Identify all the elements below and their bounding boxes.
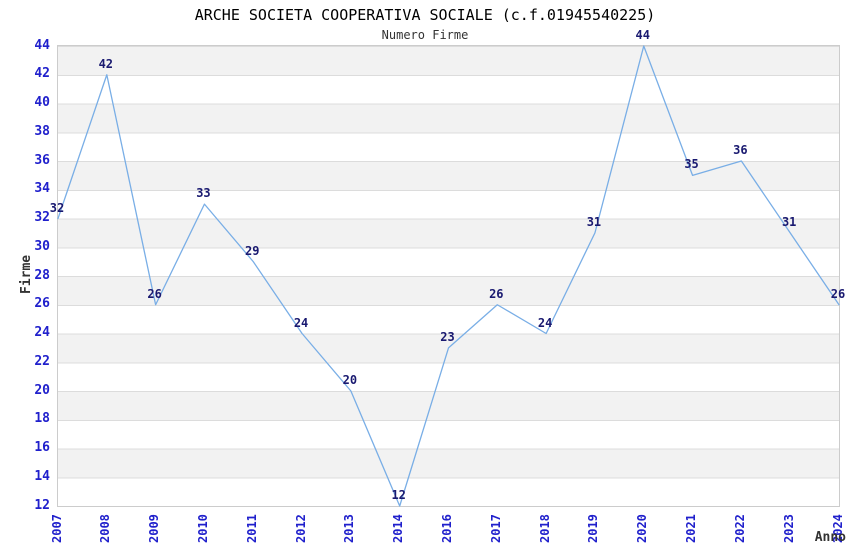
x-tick-label: 2017 <box>488 514 503 543</box>
point-label: 42 <box>98 56 114 71</box>
y-tick-label: 30 <box>34 238 50 254</box>
x-tick-label: 2018 <box>537 514 552 543</box>
x-tick-label: 2022 <box>732 514 747 543</box>
y-tick-label: 22 <box>34 353 50 369</box>
point-label: 31 <box>586 214 602 229</box>
x-tick-label: 2007 <box>49 514 64 543</box>
point-label: 29 <box>245 243 260 258</box>
y-tick-label: 14 <box>34 468 50 484</box>
x-tick-label: 2010 <box>195 514 210 543</box>
point-label: 44 <box>635 28 650 42</box>
chart-subtitle: Numero Firme <box>381 28 469 42</box>
x-tick-label: 2008 <box>98 514 113 543</box>
point-label: 32 <box>49 200 65 215</box>
x-tick-label: 2014 <box>391 514 406 543</box>
point-label: 36 <box>733 143 748 157</box>
chart-title: ARCHE SOCIETA COOPERATIVA SOCIALE (c.f.0… <box>194 6 656 24</box>
x-tick-label: 2016 <box>440 514 454 543</box>
point-label: 26 <box>147 286 162 301</box>
y-tick-label: 26 <box>34 296 50 312</box>
y-tick-label: 32 <box>34 210 50 225</box>
line-series-svg <box>57 45 840 507</box>
x-tick-label: 2013 <box>342 514 357 543</box>
x-tick-label: 2012 <box>293 514 308 543</box>
y-tick-label: 38 <box>34 123 50 139</box>
point-label: 12 <box>391 488 406 502</box>
y-tick-label: 40 <box>34 95 50 110</box>
y-tick-label: 12 <box>34 497 50 513</box>
y-tick-label: 36 <box>34 152 50 168</box>
point-label: 20 <box>342 373 358 387</box>
point-label: 31 <box>781 214 797 229</box>
x-tick-label: 2019 <box>586 514 601 543</box>
point-label: 35 <box>684 157 699 172</box>
x-axis-label: Anno <box>814 530 846 545</box>
point-label: 26 <box>489 286 504 301</box>
point-label: 33 <box>196 186 211 201</box>
y-tick-label: 34 <box>34 181 50 197</box>
point-label: 24 <box>537 315 553 330</box>
x-tick-label: 2021 <box>684 514 699 543</box>
point-label: 23 <box>440 329 455 344</box>
y-tick-label: 16 <box>34 440 50 455</box>
y-tick-label: 42 <box>34 66 50 82</box>
x-tick-label: 2009 <box>147 514 162 543</box>
y-tick-label: 20 <box>34 382 50 398</box>
y-tick-label: 18 <box>34 411 50 427</box>
y-tick-label: 28 <box>34 267 50 283</box>
x-tick-label: 2011 <box>244 514 259 543</box>
point-label: 26 <box>830 286 846 301</box>
point-label: 24 <box>293 315 309 330</box>
series-line <box>57 45 840 507</box>
plot-area <box>57 45 840 507</box>
x-tick-label: 2023 <box>781 514 796 543</box>
y-tick-label: 44 <box>34 37 50 53</box>
x-tick-label: 2020 <box>635 514 650 543</box>
y-tick-label: 24 <box>34 325 50 340</box>
